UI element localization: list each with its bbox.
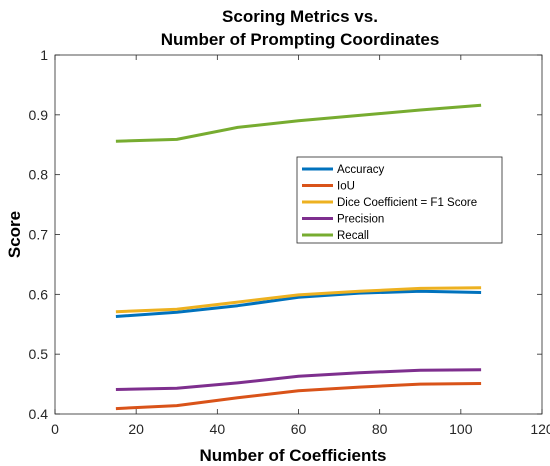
- y-tick-label: 0.5: [29, 346, 49, 362]
- legend: Accuracy IoU Dice Coefficient = F1 Score Pr…: [296, 156, 503, 244]
- x-tick-label: 40: [210, 421, 226, 437]
- x-tick-label: 0: [51, 421, 59, 437]
- y-axis: 0.4 0.5 0.6 0.7 0.8 0.9 1: [29, 47, 542, 422]
- x-tick-label: 20: [128, 421, 144, 437]
- series-line-accuracy: [115, 289, 482, 318]
- legend-box: [296, 156, 503, 244]
- x-tick-label: 120: [530, 421, 550, 437]
- series-line-precision: [115, 368, 482, 391]
- x-axis: 0 20 40 60 80 100 120: [51, 55, 550, 437]
- y-tick-label: 0.7: [29, 227, 49, 243]
- x-axis-label: Number of Coefficients: [199, 446, 386, 465]
- legend-label-precision: Precision: [337, 214, 384, 226]
- y-tick-label: 1: [40, 47, 48, 63]
- legend-label-iou: IoU: [337, 181, 355, 193]
- legend-label-recall: Recall: [337, 230, 369, 242]
- chart-title-line-2: Number of Prompting Coordinates: [161, 30, 440, 49]
- series-lines: [115, 103, 482, 411]
- legend-label-dice-coefficient-f1-score: Dice Coefficient = F1 Score: [337, 197, 477, 209]
- y-tick-label: 0.6: [29, 286, 49, 302]
- series-line-iou: [115, 382, 482, 411]
- y-axis-label: Score: [5, 211, 24, 258]
- x-tick-label: 100: [449, 421, 473, 437]
- series-line-dice-coefficient-f1-score: [115, 286, 482, 314]
- y-tick-label: 0.4: [29, 406, 49, 422]
- legend-label-accuracy: Accuracy: [337, 164, 385, 176]
- y-tick-label: 0.8: [29, 167, 49, 183]
- series-line-recall: [115, 103, 482, 143]
- x-tick-label: 60: [291, 421, 307, 437]
- y-tick-label: 0.9: [29, 107, 49, 123]
- chart-title-line-1: Scoring Metrics vs.: [222, 7, 378, 26]
- x-tick-label: 80: [372, 421, 388, 437]
